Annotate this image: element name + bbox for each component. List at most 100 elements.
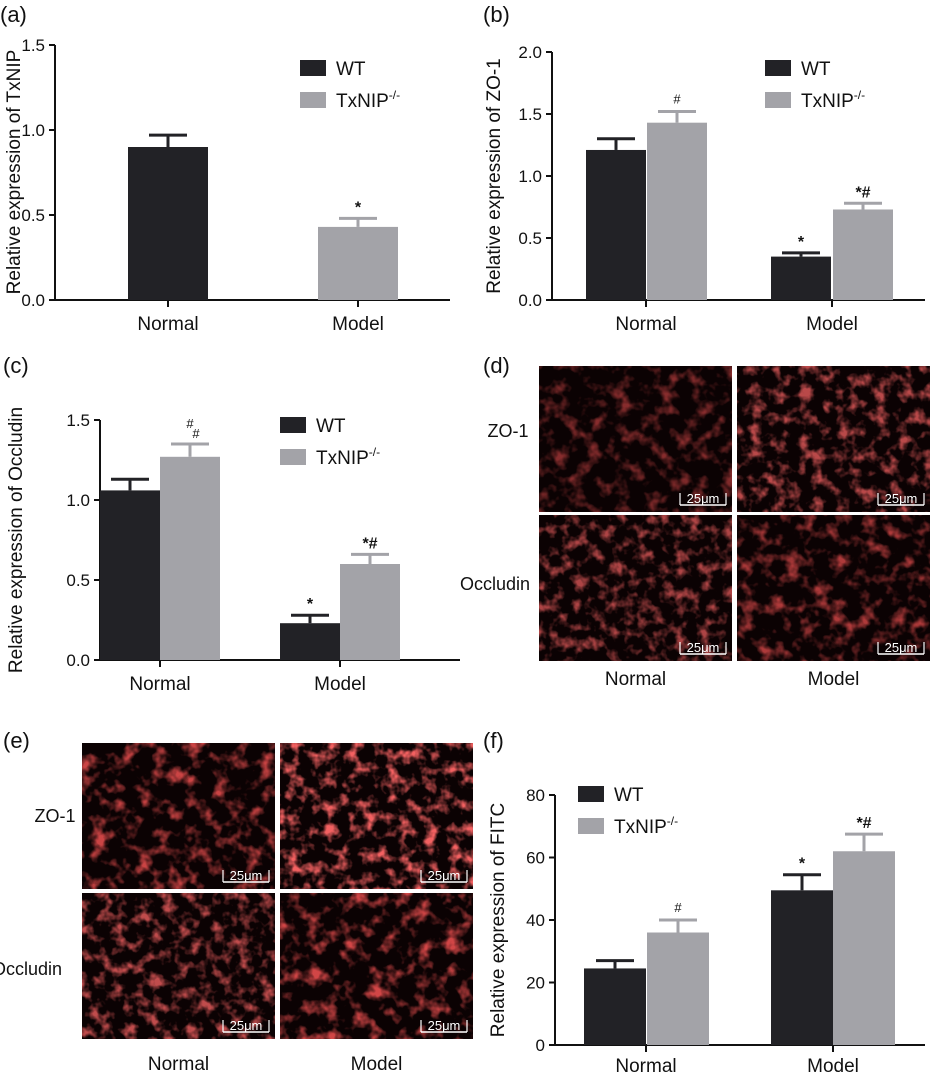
chart-panel-2: (c) 0.0 0.5 1.0 1.5 Relative expression of Oc…	[3, 353, 460, 695]
significance-mark: #	[192, 426, 200, 441]
fluorescence-texture	[82, 893, 275, 1039]
fluorescence-texture	[737, 515, 930, 661]
significance-mark: *#	[362, 535, 377, 552]
bar	[160, 456, 220, 660]
y-tick-label: 0.5	[66, 571, 90, 590]
y-tick-label: 1.0	[66, 491, 90, 510]
y-tick-label: 80	[526, 786, 545, 805]
legend-swatch	[578, 818, 604, 834]
panel-label: (e)	[3, 728, 30, 753]
fluorescence-texture	[280, 893, 473, 1039]
significance-mark: *#	[855, 184, 870, 201]
y-tick-label: 1.5	[66, 411, 90, 430]
legend-superscript: -/-	[854, 88, 865, 102]
y-axis-title: Relative expression of TxNIP	[4, 50, 25, 295]
legend-swatch	[300, 92, 326, 108]
significance-mark: *	[307, 596, 314, 613]
legend-label: TxNIP-/-	[801, 88, 865, 112]
fluorescence-texture	[539, 366, 732, 512]
legend-label: WT	[336, 59, 366, 80]
legend-superscript: -/-	[369, 445, 380, 459]
scale-bar-label: 25μm	[230, 868, 263, 883]
chart-panel-1: (b) 0.0 0.5 1.0 1.5 2.0 Relative expression of…	[483, 2, 925, 335]
panel-label: (c)	[3, 353, 29, 378]
bar	[647, 122, 707, 301]
legend-label: WT	[316, 416, 346, 437]
x-category-label: Normal	[137, 314, 198, 335]
y-tick-label: 20	[526, 974, 545, 993]
bar	[100, 490, 160, 660]
panel-label: (b)	[483, 2, 510, 27]
y-tick-label: 0.0	[66, 651, 90, 670]
legend-swatch	[765, 92, 791, 108]
micrograph-panel-1: (e) 25μm 25μm ZO-1 25μm 25μm Occludin Normal Mod…	[0, 728, 473, 1075]
bar	[771, 256, 831, 300]
bar	[318, 226, 398, 300]
micrograph-column-label: Normal	[148, 1054, 209, 1075]
scale-bar-label: 25μm	[687, 491, 720, 506]
bar	[280, 623, 340, 660]
legend-label: WT	[801, 59, 831, 80]
scale-bar-label: 25μm	[428, 1018, 461, 1033]
bar	[833, 851, 895, 1045]
bar	[128, 147, 208, 300]
legend-superscript: -/-	[389, 88, 400, 102]
legend-label: TxNIP-/-	[336, 88, 400, 112]
micrograph-row-label: Occludin	[0, 959, 62, 979]
micrograph-row-label: ZO-1	[34, 806, 75, 826]
significance-mark: *	[799, 856, 806, 873]
micrograph-layer: (d) 25μm 25μm ZO-1 25μm 25μm Occludin Normal Mod…	[0, 353, 930, 1075]
y-tick-label: 40	[526, 911, 545, 930]
bar	[586, 149, 646, 300]
significance-mark: #	[673, 92, 681, 107]
micrograph-column-label: Normal	[605, 669, 666, 690]
micrograph-row-label: ZO-1	[487, 421, 528, 441]
chart-panel-3: (f) 0 20 40 60 80 Relative expression of FITC N…	[483, 728, 925, 1075]
y-tick-label: 0.0	[518, 291, 542, 310]
y-tick-label: 0.0	[21, 291, 45, 310]
fluorescence-texture	[539, 515, 732, 661]
bar	[771, 890, 833, 1045]
y-axis-title: Relative expression of ZO-1	[484, 58, 505, 294]
panel-label: (f)	[483, 728, 504, 753]
bar	[833, 209, 893, 300]
y-tick-label: 1.0	[518, 167, 542, 186]
x-category-label: Normal	[615, 1056, 676, 1075]
bar	[340, 564, 400, 660]
scale-bar-label: 25μm	[428, 868, 461, 883]
y-tick-label: 2.0	[518, 43, 542, 62]
micrograph-column-label: Model	[808, 669, 860, 690]
significance-mark: *	[798, 234, 805, 251]
legend-label: TxNIP-/-	[316, 445, 380, 469]
legend-swatch	[578, 786, 604, 802]
panel-label: (d)	[483, 353, 510, 378]
y-axis-title: Relative expression of FITC	[488, 803, 509, 1037]
x-category-label: Model	[807, 1056, 859, 1075]
scale-bar-label: 25μm	[885, 491, 918, 506]
y-tick-label: 0.5	[518, 229, 542, 248]
y-tick-label: 1.0	[21, 121, 45, 140]
legend-label: WT	[614, 785, 644, 806]
panel-label: (a)	[0, 2, 27, 27]
bar	[647, 932, 709, 1045]
micrograph-panel-0: (d) 25μm 25μm ZO-1 25μm 25μm Occludin Normal Mod…	[460, 353, 930, 690]
x-category-label: Model	[806, 314, 858, 335]
significance-mark: #	[186, 416, 194, 431]
significance-mark: *#	[856, 815, 871, 832]
y-tick-label: 1.5	[518, 105, 542, 124]
significance-mark: *	[355, 199, 362, 216]
legend-swatch	[280, 449, 306, 465]
x-category-label: Normal	[615, 314, 676, 335]
legend-swatch	[765, 60, 791, 76]
fluorescence-texture	[737, 366, 930, 512]
micrograph-row-label: Occludin	[460, 574, 530, 594]
significance-mark: #	[674, 900, 682, 915]
legend-swatch	[280, 417, 306, 433]
y-tick-label: 1.5	[21, 36, 45, 55]
fluorescence-texture	[82, 743, 275, 889]
legend-superscript: -/-	[667, 814, 678, 828]
y-tick-label: 60	[526, 849, 545, 868]
y-tick-label: 0.5	[21, 206, 45, 225]
